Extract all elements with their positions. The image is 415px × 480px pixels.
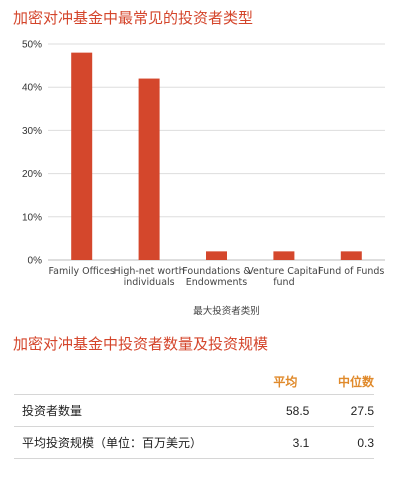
chart-title: 加密对冲基金中最常见的投资者类型 xyxy=(13,9,254,27)
x-tick-label: Foundations & Endowments xyxy=(182,266,251,288)
x-tick-label: High-net worth individuals xyxy=(114,266,185,288)
bar xyxy=(138,78,160,260)
bar xyxy=(273,251,295,260)
table-header-row: 平均 中位数 xyxy=(14,368,374,395)
row-label: 投资者数量 xyxy=(14,394,258,427)
y-tick-label: 40% xyxy=(22,83,42,94)
header-median: 中位数 xyxy=(337,374,374,389)
bar xyxy=(206,251,227,260)
row-mean: 3.1 xyxy=(257,426,328,459)
table-row: 平均投资规模（单位：百万美元） 3.1 0.3 xyxy=(14,426,374,459)
bar xyxy=(340,251,362,260)
table-title: 加密对冲基金中投资者数量及投资规模 xyxy=(13,335,269,353)
row-median: 27.5 xyxy=(327,394,374,427)
y-tick-label: 30% xyxy=(22,126,42,137)
row-label: 平均投资规模（单位：百万美元） xyxy=(14,426,258,459)
header-mean: 平均 xyxy=(273,374,298,389)
y-tick-label: 20% xyxy=(22,169,42,180)
y-tick-label: 0% xyxy=(28,256,43,267)
x-tick-label: Family Offices xyxy=(49,266,115,277)
y-tick-label: 10% xyxy=(22,212,42,223)
y-tick-label: 50% xyxy=(22,40,42,51)
x-axis-label: 最大投资者类别 xyxy=(193,305,260,317)
row-mean: 58.5 xyxy=(257,394,328,427)
table-row: 投资者数量 58.5 27.5 xyxy=(14,394,374,427)
x-tick-label: Fund of Funds xyxy=(318,266,384,277)
x-tick-label: Venture Capital fund xyxy=(247,266,320,288)
row-median: 0.3 xyxy=(327,426,374,459)
bar-chart: 0% 10% 20% 30% 40% 50% Family OfficesHigh-net … xyxy=(22,40,385,317)
header-empty xyxy=(14,368,257,395)
bar xyxy=(71,52,93,260)
investor-stats-table: 平均 中位数 投资者数量 58.5 27.5 平均投资规模（单位：百万美元） 3… xyxy=(14,368,374,459)
